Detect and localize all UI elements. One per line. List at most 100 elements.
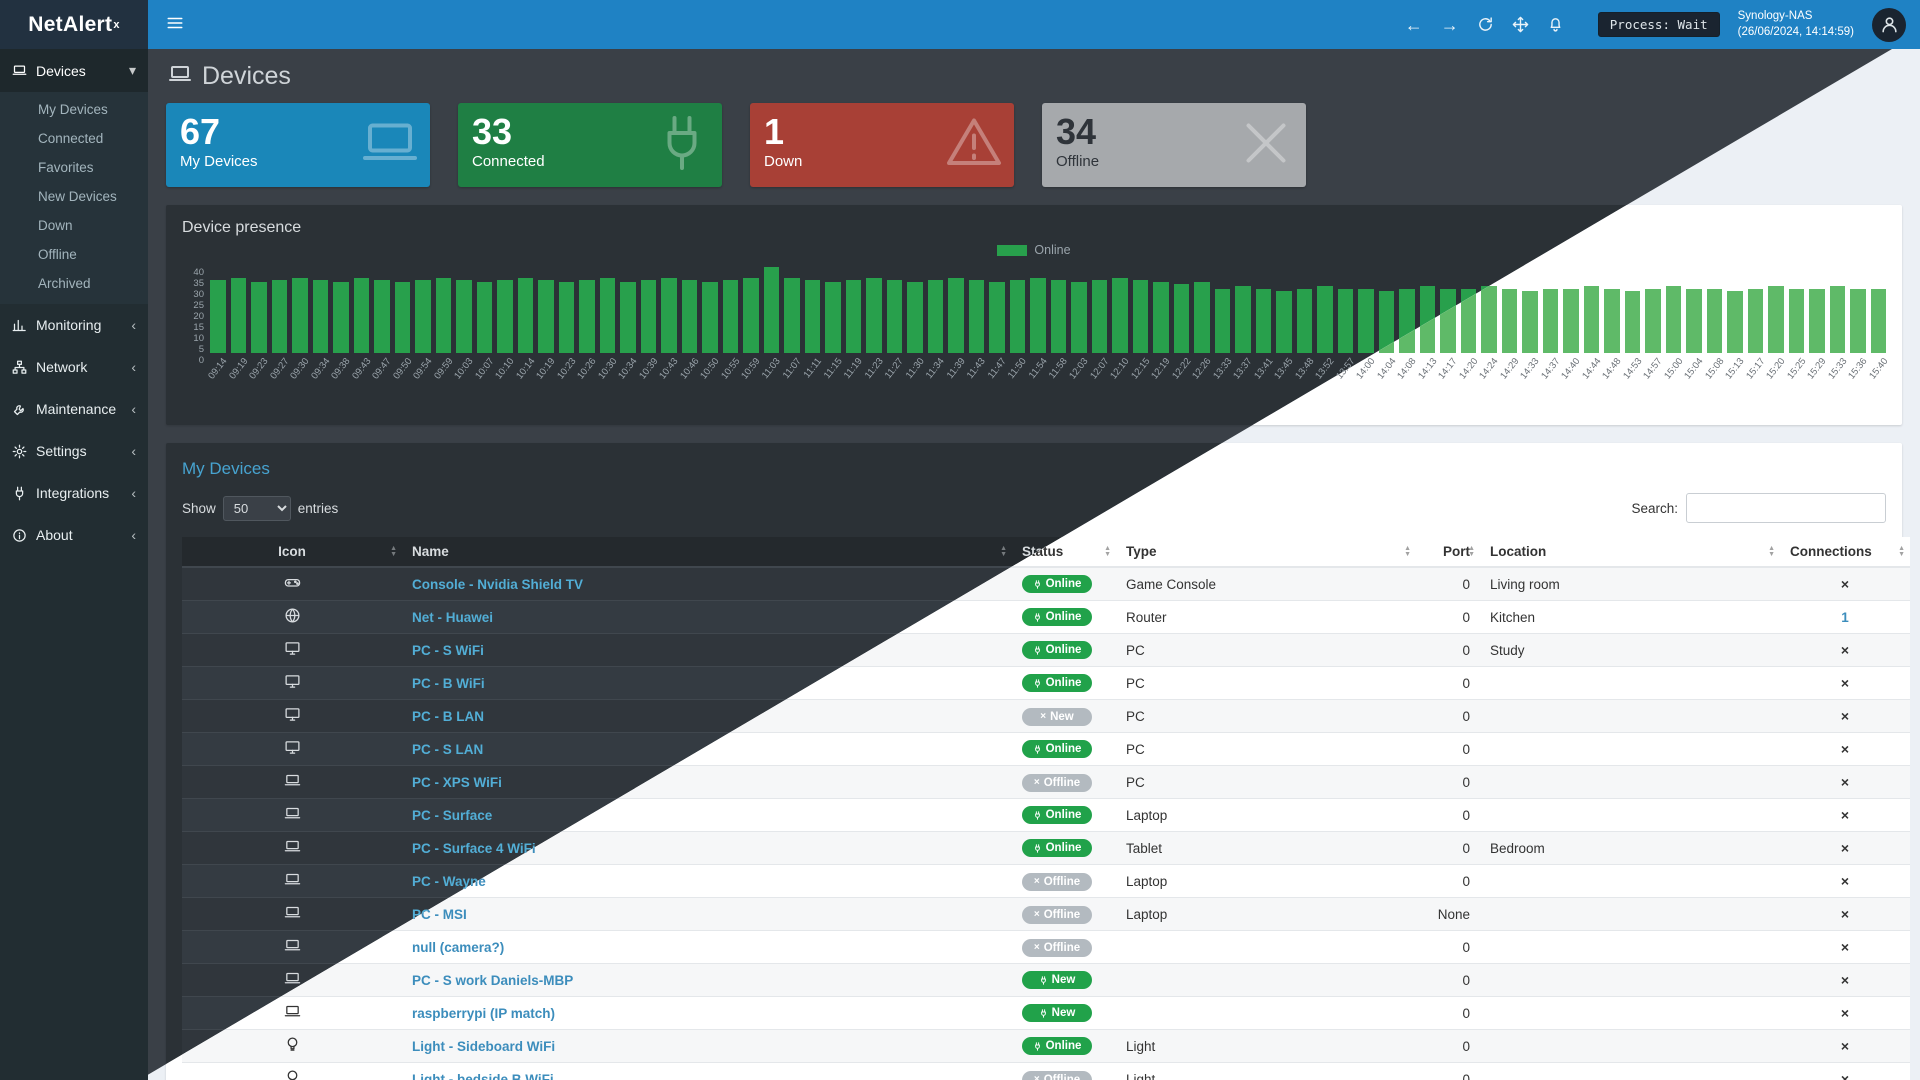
sidebar-item[interactable]: Monitoring ‹ (0, 304, 148, 346)
stat-card[interactable]: 1 Down (750, 103, 1014, 187)
column-header[interactable]: Name ▲▼ (402, 537, 1012, 568)
x-tick-label: 10:03 (452, 356, 476, 382)
y-tick-label: 10 (193, 333, 204, 344)
device-name-link[interactable]: Light - Sideboard WiFi (412, 1038, 556, 1054)
sidebar-item[interactable]: About ‹ (0, 514, 148, 556)
chart-bar (1604, 288, 1620, 353)
connections-value[interactable]: 1 (1841, 609, 1849, 625)
sidebar-subitem[interactable]: Favorites (38, 160, 94, 175)
x-tick-label: 11:34 (924, 356, 948, 381)
status-text: Online (1045, 842, 1082, 854)
chart-bar-slot: 11:27 (883, 267, 906, 381)
device-name-link[interactable]: PC - XPS WiFi (412, 774, 502, 790)
stat-icon (360, 113, 420, 178)
chart-bar-slot: 11:19 (842, 267, 865, 381)
connections-value[interactable]: × (1840, 741, 1850, 757)
status-badge: Online (1022, 641, 1092, 659)
column-header[interactable]: Icon ▲▼ (182, 537, 402, 568)
chart-bar (640, 279, 656, 353)
move-icon[interactable] (1512, 16, 1529, 33)
sidebar-item[interactable]: Network ‹ (0, 346, 148, 388)
column-label: Location (1490, 544, 1547, 559)
connections-value[interactable]: × (1840, 675, 1850, 691)
x-tick-label: 15:36 (1846, 356, 1870, 382)
chart-bar-slot: 09:54 (411, 267, 435, 382)
chart-bar (538, 279, 554, 353)
box-title: My Devices (182, 459, 270, 478)
device-name-link[interactable]: PC - S work Daniels-MBP (412, 972, 574, 988)
column-header[interactable]: Connections ▲▼ (1780, 537, 1910, 568)
device-name-link[interactable]: raspberrypi (IP match) (412, 1005, 556, 1021)
search-input[interactable] (1686, 493, 1886, 523)
back-icon[interactable]: ← (1404, 14, 1423, 35)
sidebar-subitem[interactable]: Offline (38, 247, 77, 262)
legend-label: Online (1034, 243, 1071, 257)
forward-icon[interactable]: → (1440, 14, 1459, 35)
column-label: Name (412, 544, 449, 559)
sidebar-item-label: Integrations (36, 485, 110, 501)
connections-value[interactable]: × (1840, 807, 1850, 823)
chart-bar-slot: 09:34 (309, 267, 332, 382)
page-length-select[interactable]: 50 (222, 495, 291, 521)
connections-value[interactable]: × (1840, 576, 1850, 592)
chart-bar-slot: 15:40 (1867, 267, 1890, 382)
connections-value[interactable]: × (1840, 708, 1850, 724)
connections-value[interactable]: × (1840, 873, 1850, 889)
device-name-link[interactable]: null (camera?) (412, 939, 505, 955)
connections-value[interactable]: × (1840, 642, 1850, 658)
device-name-link[interactable]: PC - B LAN (412, 708, 484, 724)
x-tick-label: 14:44 (1579, 356, 1604, 382)
sidebar-subitem[interactable]: Down (38, 218, 73, 233)
sidebar-item[interactable]: Settings ‹ (0, 430, 148, 472)
stat-card[interactable]: 33 Connected (458, 103, 722, 187)
sidebar-item[interactable]: Integrations ‹ (0, 472, 148, 514)
sidebar-subitem[interactable]: Archived (38, 276, 91, 291)
sidebar-subitem[interactable]: My Devices (38, 102, 108, 117)
x-tick-label: 15:25 (1784, 356, 1809, 382)
stat-card[interactable]: 67 My Devices (166, 103, 430, 187)
device-name-link[interactable]: PC - Wayne (412, 873, 486, 889)
device-name-link[interactable]: PC - Surface 4 WiFi (412, 840, 536, 856)
device-location (1480, 1029, 1780, 1063)
x-tick-label: 09:59 (431, 356, 456, 382)
device-name-link[interactable]: PC - S LAN (412, 741, 484, 757)
device-name-link[interactable]: Console - Nvidia Shield TV (412, 576, 584, 592)
device-name-link[interactable]: PC - Surface (412, 807, 493, 823)
chart-bar (1153, 282, 1169, 353)
device-name-link[interactable]: PC - S WiFi (412, 642, 484, 658)
status-badge: × Offline (1022, 905, 1092, 924)
connections-value[interactable]: × (1840, 906, 1850, 922)
device-port: 0 (1416, 864, 1480, 898)
sidebar-subitem[interactable]: New Devices (38, 189, 117, 204)
chart-bar (1009, 279, 1025, 353)
sidebar-subitem[interactable]: Connected (38, 131, 104, 146)
connections-value[interactable]: × (1840, 840, 1850, 856)
column-header[interactable]: Type ▲▼ (1116, 537, 1416, 568)
refresh-icon[interactable] (1477, 16, 1494, 33)
sidebar-item-devices[interactable]: Devices ▾ (0, 49, 148, 92)
device-name-link[interactable]: Net - Huawei (412, 609, 494, 625)
connections-value[interactable]: × (1840, 1005, 1850, 1021)
device-icon (284, 840, 301, 858)
connections-value[interactable]: × (1840, 774, 1850, 790)
avatar[interactable] (1872, 7, 1906, 42)
app-logo[interactable]: NetAlert x (0, 0, 148, 49)
device-name-link[interactable]: Light - bedside B WiFi (412, 1071, 554, 1080)
chart-bar (579, 279, 595, 353)
column-header[interactable]: Port ▲▼ (1416, 537, 1480, 568)
stat-label: Offline (1056, 153, 1100, 171)
connections-value[interactable]: × (1840, 939, 1850, 955)
connections-value[interactable]: × (1840, 1038, 1850, 1054)
connections-value[interactable]: × (1840, 972, 1850, 988)
x-tick-label: 15:08 (1702, 356, 1727, 382)
stat-card[interactable]: 34 Offline (1042, 103, 1306, 187)
device-row: PC - Surface Online Laptop 0 × (182, 798, 1910, 832)
connections-value[interactable]: × (1840, 1071, 1850, 1080)
device-name-link[interactable]: PC - B WiFi (412, 675, 485, 691)
hamburger-icon[interactable] (148, 14, 184, 35)
chart-bar-slot: 10:34 (616, 267, 640, 382)
sidebar-item[interactable]: Maintenance ‹ (0, 388, 148, 430)
column-header[interactable]: Location ▲▼ (1480, 537, 1780, 568)
chart-bar (907, 282, 923, 353)
bell-icon[interactable] (1547, 16, 1564, 33)
